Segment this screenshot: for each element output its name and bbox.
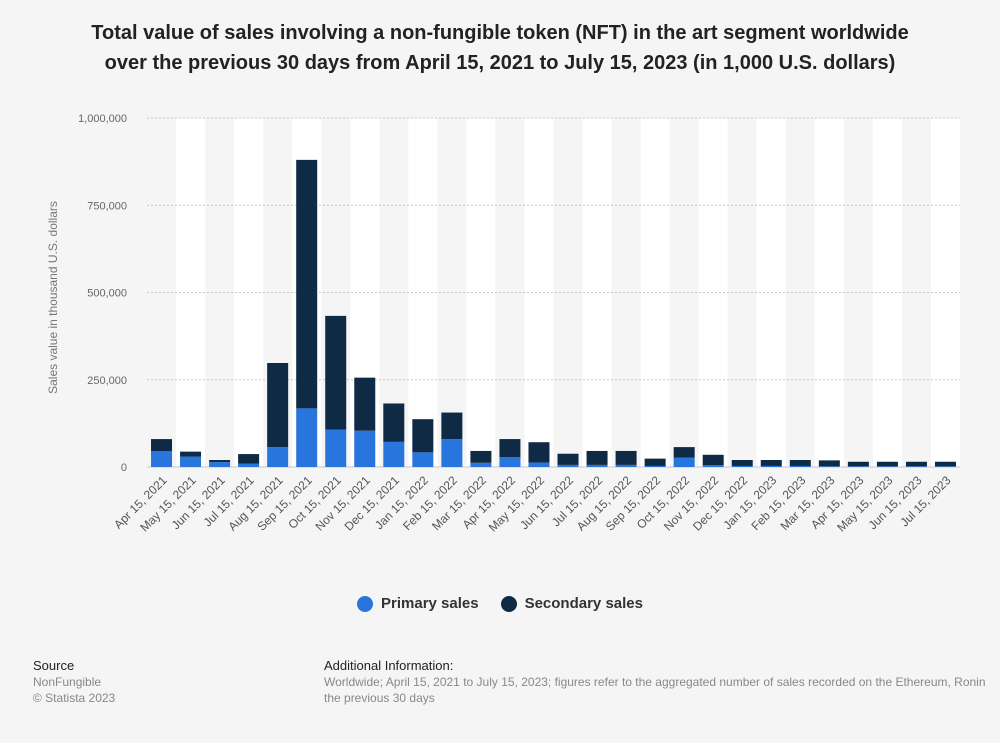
bar-secondary-sales	[528, 442, 550, 463]
bar-secondary-sales	[470, 450, 492, 463]
bar-primary-sales	[441, 439, 463, 467]
bar-secondary-sales	[789, 460, 811, 466]
bar-primary-sales	[151, 451, 173, 467]
bar-secondary-sales	[412, 419, 434, 453]
bar-secondary-sales	[354, 377, 376, 431]
bar-primary-sales	[412, 452, 434, 467]
additional-info-line-2: the previous 30 days	[324, 691, 435, 705]
y-tick-label: 1,000,000	[78, 113, 127, 125]
source-heading: Source	[33, 658, 75, 673]
legend-label-secondary: Secondary sales	[524, 595, 643, 612]
bar-primary-sales	[209, 462, 231, 467]
bar-secondary-sales	[644, 458, 666, 466]
bar-primary-sales	[267, 447, 289, 467]
bar-primary-sales	[499, 457, 521, 467]
bar-secondary-sales	[238, 454, 260, 464]
bar-primary-sales	[644, 465, 666, 467]
bar-secondary-sales	[151, 439, 173, 452]
bar-secondary-sales	[876, 461, 898, 467]
bar-secondary-sales	[441, 412, 463, 440]
bar-secondary-sales	[180, 451, 202, 457]
legend-item-primary-sales[interactable]: Primary sales	[357, 595, 479, 612]
bar-secondary-sales	[702, 454, 724, 466]
bar-primary-sales	[325, 429, 347, 467]
bar-primary-sales	[528, 462, 550, 467]
bar-primary-sales	[847, 466, 869, 467]
chart-plot: 0 250,000 500,000 750,000 1,000,000 Sales val…	[46, 113, 960, 535]
source-block: Source NonFungible © Statista 2023	[33, 658, 115, 706]
bar-secondary-sales	[209, 460, 231, 463]
bar-secondary-sales	[934, 461, 956, 467]
chart-title-line-1: Total value of sales involving a non-fun…	[91, 22, 909, 44]
bar-primary-sales	[383, 441, 405, 467]
y-tick-label: 750,000	[87, 200, 127, 212]
bar-primary-sales	[702, 465, 724, 467]
bar-primary-sales	[789, 465, 811, 467]
bar-secondary-sales	[760, 460, 782, 466]
bar-secondary-sales	[905, 461, 927, 467]
legend-marker-primary	[357, 595, 373, 612]
bar-secondary-sales	[818, 460, 840, 467]
y-axis-label: Sales value in thousand U.S. dollars	[46, 201, 60, 394]
bar-secondary-sales	[673, 447, 695, 458]
bar-secondary-sales	[296, 159, 318, 409]
legend-marker-secondary	[500, 595, 517, 612]
legend-label-primary: Primary sales	[381, 595, 479, 612]
bar-primary-sales	[876, 466, 898, 467]
bar-secondary-sales	[267, 362, 289, 448]
additional-info-block: Additional Information: Worldwide; April…	[324, 658, 1000, 706]
bar-secondary-sales	[557, 453, 579, 465]
bar-primary-sales	[557, 464, 579, 467]
y-tick-label: 500,000	[87, 288, 127, 300]
chart-title: Total value of sales involving a non-fun…	[40, 18, 960, 78]
bar-primary-sales	[731, 465, 753, 467]
bar-primary-sales	[818, 466, 840, 467]
bar-secondary-sales	[325, 315, 347, 430]
bar-secondary-sales	[615, 450, 637, 465]
bar-primary-sales	[354, 430, 376, 467]
bar-primary-sales	[760, 465, 782, 467]
y-tick-label: 0	[121, 462, 127, 474]
bar-primary-sales	[615, 464, 637, 467]
bar-secondary-sales	[847, 461, 869, 467]
copyright: © Statista 2023	[33, 691, 116, 705]
bar-primary-sales	[180, 456, 202, 467]
bar-primary-sales	[296, 408, 318, 467]
bar-secondary-sales	[383, 403, 405, 442]
bar-secondary-sales	[731, 460, 753, 466]
y-tick-label: 250,000	[87, 375, 127, 387]
bar-secondary-sales	[499, 439, 521, 458]
bar-primary-sales	[673, 457, 695, 467]
additional-info-line-1: Worldwide; April 15, 2021 to July 15, 20…	[324, 675, 986, 689]
source-name[interactable]: NonFungible	[33, 675, 102, 689]
bar-primary-sales	[238, 463, 260, 467]
additional-info-heading: Additional Information:	[324, 658, 454, 673]
chart-legend: Primary sales Secondary sales	[0, 595, 1000, 612]
bar-secondary-sales	[586, 450, 608, 465]
bar-primary-sales	[905, 466, 927, 467]
legend-item-secondary-sales[interactable]: Secondary sales	[500, 595, 643, 612]
bar-primary-sales	[470, 462, 492, 467]
bar-primary-sales	[934, 466, 956, 467]
chart-title-line-2: over the previous 30 days from April 15,…	[104, 52, 896, 74]
bar-primary-sales	[586, 464, 608, 467]
